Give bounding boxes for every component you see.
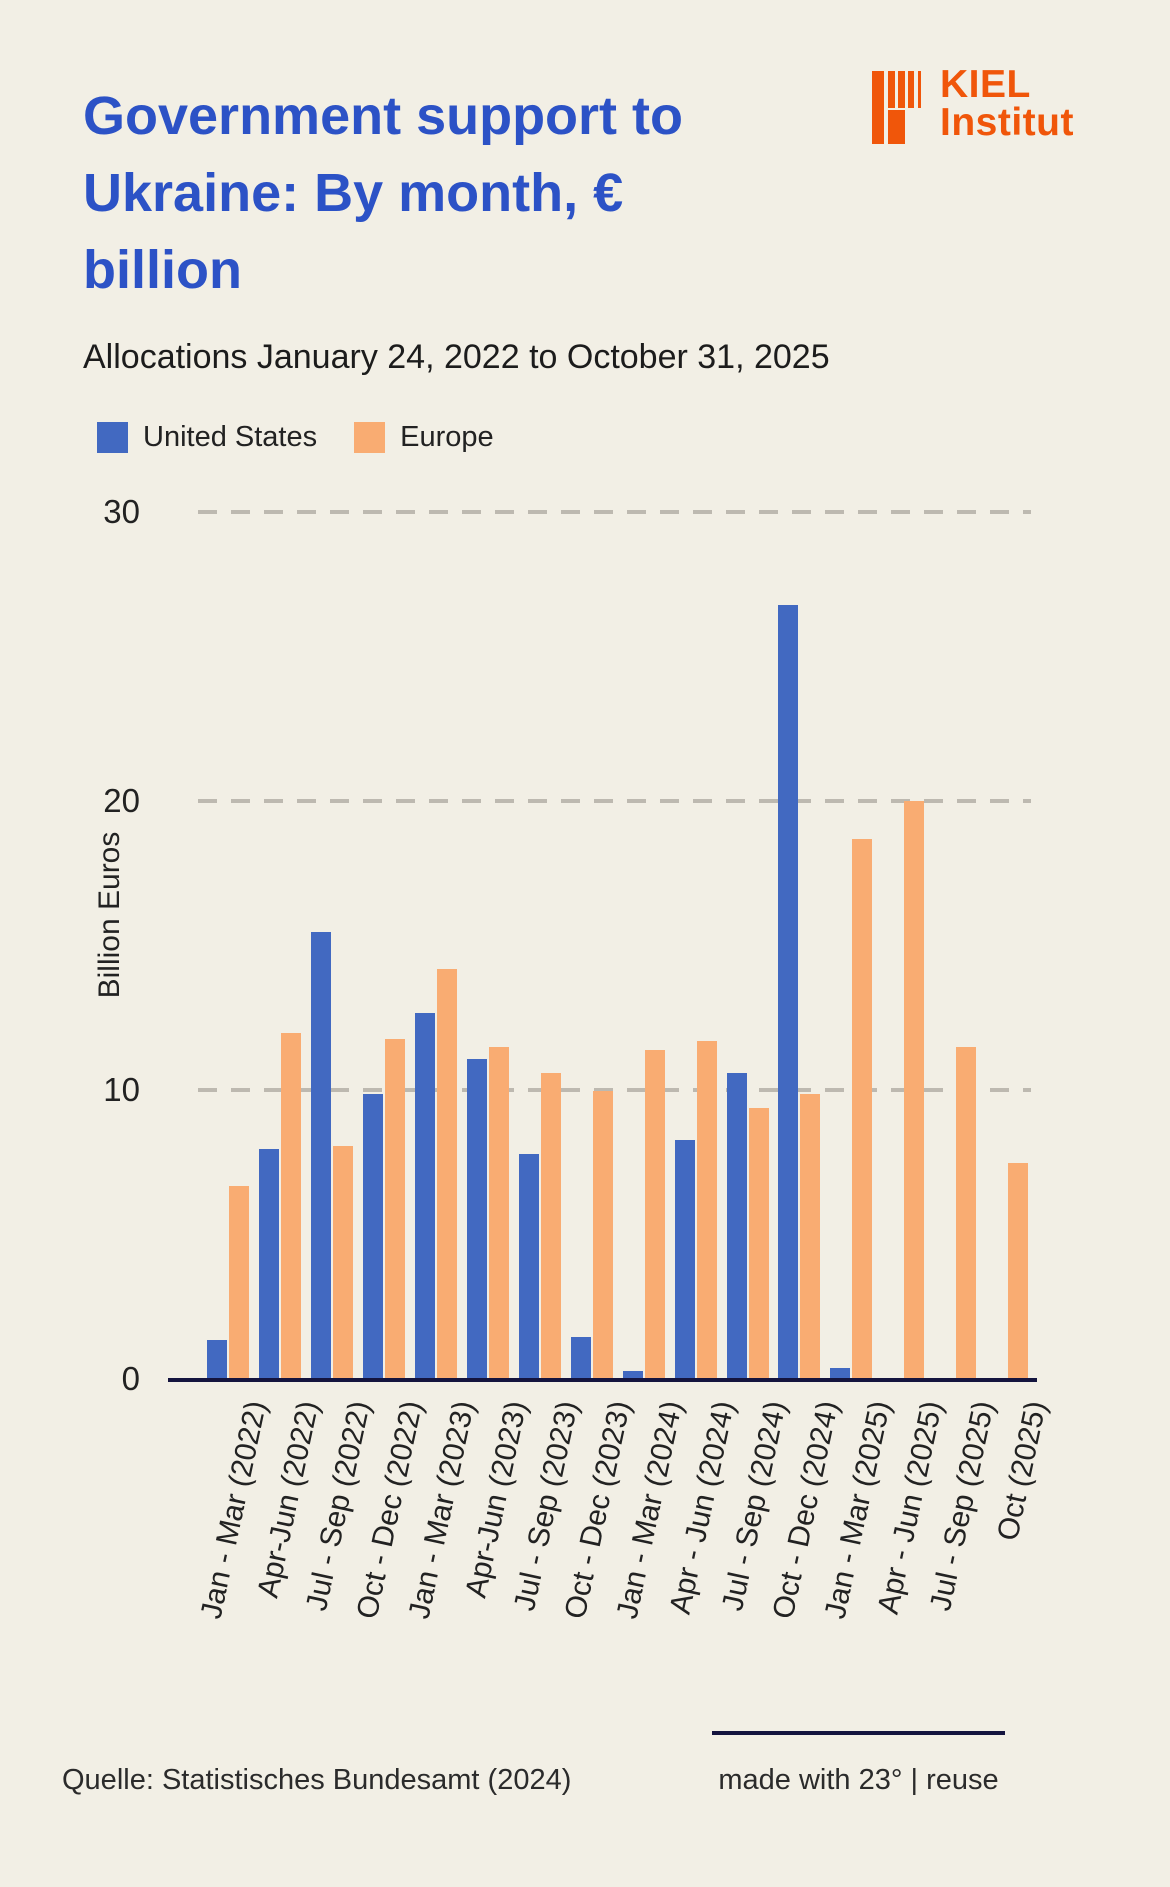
bar-europe-8 bbox=[644, 1050, 665, 1380]
source-note: Quelle: Statistisches Bundesamt (2024) bbox=[62, 1764, 572, 1796]
bar-united-states-1 bbox=[258, 1148, 279, 1380]
bar-europe-5 bbox=[488, 1047, 509, 1380]
bar-europe-0 bbox=[229, 1186, 249, 1380]
legend-label-united-states: United States bbox=[143, 421, 318, 453]
kiel-institut-logo: KIEL Institut bbox=[872, 63, 1092, 146]
x-tick-label-15: Oct (2025) bbox=[990, 1398, 1053, 1544]
bar-europe-15 bbox=[1008, 1163, 1029, 1380]
bar-united-states-11 bbox=[778, 604, 799, 1380]
bar-group-0 bbox=[207, 512, 249, 1380]
y-tick-0: 0 bbox=[121, 1360, 140, 1397]
bar-united-states-3 bbox=[362, 1093, 383, 1380]
bar-europe-9 bbox=[696, 1041, 717, 1380]
legend-item-europe: Europe bbox=[354, 421, 494, 454]
bar-group-6 bbox=[518, 512, 561, 1380]
bar-europe-4 bbox=[436, 969, 457, 1380]
bar-united-states-7 bbox=[570, 1336, 591, 1380]
kiel-logo-line2: Institut bbox=[940, 101, 1074, 144]
bar-group-2 bbox=[310, 512, 353, 1380]
page-title: Government support to Ukraine: By month,… bbox=[83, 86, 684, 300]
y-tick-10: 10 bbox=[103, 1071, 140, 1108]
bar-europe-7 bbox=[592, 1090, 613, 1380]
footer-divider-line bbox=[712, 1731, 1005, 1735]
legend-item-united-states: United States bbox=[97, 421, 317, 454]
bar-group-14 bbox=[934, 512, 977, 1380]
kiel-logo-line1: KIEL bbox=[940, 63, 1031, 106]
bar-group-10 bbox=[726, 512, 769, 1380]
bar-group-9 bbox=[674, 512, 717, 1380]
bar-group-13 bbox=[882, 512, 925, 1380]
legend-label-europe: Europe bbox=[400, 421, 494, 453]
bar-united-states-10 bbox=[726, 1073, 747, 1380]
y-tick-20: 20 bbox=[103, 782, 140, 819]
bar-united-states-2 bbox=[310, 931, 331, 1380]
bar-group-3 bbox=[362, 512, 405, 1380]
y-axis-title: Billion Euros bbox=[93, 831, 126, 999]
gridline-10 bbox=[198, 1088, 1031, 1092]
bar-united-states-9 bbox=[674, 1139, 695, 1380]
bar-europe-2 bbox=[332, 1145, 353, 1380]
chart-subtitle: Allocations January 24, 2022 to October … bbox=[83, 338, 830, 376]
bar-europe-1 bbox=[280, 1032, 301, 1380]
legend-swatch-united-states bbox=[97, 422, 128, 453]
x-axis-line bbox=[168, 1378, 1037, 1382]
kiel-logo-mark-icon bbox=[872, 71, 924, 144]
bar-united-states-6 bbox=[518, 1154, 539, 1380]
kiel-logo-wordmark: KIEL Institut bbox=[940, 63, 1074, 144]
chart-legend: United States Europe bbox=[97, 421, 494, 454]
bar-group-1 bbox=[258, 512, 301, 1380]
legend-swatch-europe bbox=[354, 422, 386, 453]
bar-europe-6 bbox=[540, 1073, 561, 1380]
bar-europe-14 bbox=[956, 1047, 977, 1380]
bar-group-4 bbox=[414, 512, 457, 1380]
y-tick-30: 30 bbox=[103, 493, 140, 530]
bar-europe-10 bbox=[748, 1108, 769, 1380]
bar-europe-11 bbox=[800, 1093, 821, 1380]
bar-group-15 bbox=[986, 512, 1029, 1380]
gridline-30 bbox=[198, 510, 1031, 514]
bar-chart-plot-area: Jan - Mar (2022) Apr-Jun (2022) Jul - Sep … bbox=[168, 510, 1053, 1622]
bar-united-states-5 bbox=[466, 1058, 487, 1380]
bar-united-states-0 bbox=[207, 1339, 227, 1380]
gridline-20 bbox=[198, 799, 1031, 803]
bar-group-8 bbox=[622, 512, 665, 1380]
bar-group-7 bbox=[570, 512, 613, 1380]
bar-group-12 bbox=[830, 512, 873, 1380]
bar-europe-12 bbox=[852, 838, 873, 1380]
made-with-credit-link[interactable]: made with 23° | reuse bbox=[718, 1764, 999, 1796]
bar-group-11 bbox=[778, 512, 821, 1380]
bar-group-5 bbox=[466, 512, 509, 1380]
bar-united-states-4 bbox=[414, 1012, 435, 1380]
